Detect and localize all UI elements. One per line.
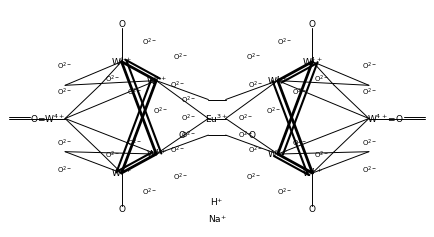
Text: H$^{+}$: H$^{+}$ <box>210 197 224 209</box>
Text: O$^{2-}$: O$^{2-}$ <box>170 80 186 91</box>
Text: W$^{4+}$: W$^{4+}$ <box>146 74 167 87</box>
Text: Na$^{+}$: Na$^{+}$ <box>207 213 227 225</box>
Text: W$^{4+}$: W$^{4+}$ <box>111 55 132 68</box>
Text: O$^{2-}$: O$^{2-}$ <box>56 165 72 176</box>
Text: O$^{2-}$: O$^{2-}$ <box>172 172 188 183</box>
Text: O$^{2-}$: O$^{2-}$ <box>362 61 378 72</box>
Text: O$^{2-}$: O$^{2-}$ <box>276 37 292 48</box>
Text: O$^{2-}$: O$^{2-}$ <box>56 61 72 72</box>
Text: W$^{4+}$: W$^{4+}$ <box>267 148 288 160</box>
Text: O$^{2-}$: O$^{2-}$ <box>292 87 307 98</box>
Text: O$^{2-}$: O$^{2-}$ <box>105 74 121 85</box>
Text: O$^{2-}$: O$^{2-}$ <box>292 138 307 149</box>
Text: O$^{2-}$: O$^{2-}$ <box>266 106 281 117</box>
Text: W$^{4+}$: W$^{4+}$ <box>267 74 288 87</box>
Text: O$^{2-}$: O$^{2-}$ <box>362 165 378 176</box>
Text: O$^{2-}$: O$^{2-}$ <box>362 138 378 149</box>
Text: O$^{2-}$: O$^{2-}$ <box>246 172 262 183</box>
Text: O$^{2-}$: O$^{2-}$ <box>56 87 72 98</box>
Text: O$^{2-}$: O$^{2-}$ <box>127 87 142 98</box>
Text: O$^{2-}$: O$^{2-}$ <box>313 74 329 85</box>
Text: O$^{2-}$: O$^{2-}$ <box>276 186 292 198</box>
Text: O$^{2-}$: O$^{2-}$ <box>237 113 253 124</box>
Text: O$^{2-}$: O$^{2-}$ <box>248 145 264 156</box>
Text: O$^{2-}$: O$^{2-}$ <box>181 113 197 124</box>
Text: O$^{2-}$: O$^{2-}$ <box>246 51 262 63</box>
Text: O: O <box>179 131 186 140</box>
Text: O$^{2-}$: O$^{2-}$ <box>105 150 121 161</box>
Text: O$^{2-}$: O$^{2-}$ <box>172 51 188 63</box>
Text: O$^{2-}$: O$^{2-}$ <box>248 80 264 91</box>
Text: O: O <box>248 131 255 140</box>
Text: W$^{4+}$: W$^{4+}$ <box>302 55 323 68</box>
Text: W$^{4+}$: W$^{4+}$ <box>146 148 167 160</box>
Text: O$^{2-}$: O$^{2-}$ <box>170 145 186 156</box>
Text: W$^{4+}$=O: W$^{4+}$=O <box>368 112 404 125</box>
Text: O$^{2-}$: O$^{2-}$ <box>142 37 158 48</box>
Text: O$^{2-}$: O$^{2-}$ <box>127 138 142 149</box>
Text: W$^{4+}$: W$^{4+}$ <box>111 167 132 179</box>
Text: O$^{2-}$: O$^{2-}$ <box>237 129 253 141</box>
Text: O$^{2-}$: O$^{2-}$ <box>181 95 197 106</box>
Text: O$^{2-}$: O$^{2-}$ <box>142 186 158 198</box>
Text: Eu$^{3+}$: Eu$^{3+}$ <box>205 112 229 125</box>
Text: O=W$^{4+}$: O=W$^{4+}$ <box>30 112 65 125</box>
Text: O: O <box>118 20 125 29</box>
Text: O: O <box>309 205 316 214</box>
Text: O$^{2-}$: O$^{2-}$ <box>181 129 197 141</box>
Text: W$^{4+}$: W$^{4+}$ <box>302 167 323 179</box>
Text: O$^{2-}$: O$^{2-}$ <box>56 138 72 149</box>
Text: O: O <box>309 20 316 29</box>
Text: O$^{2-}$: O$^{2-}$ <box>362 87 378 98</box>
Text: O$^{2-}$: O$^{2-}$ <box>153 106 168 117</box>
Text: O$^{2-}$: O$^{2-}$ <box>313 150 329 161</box>
Text: O: O <box>118 205 125 214</box>
